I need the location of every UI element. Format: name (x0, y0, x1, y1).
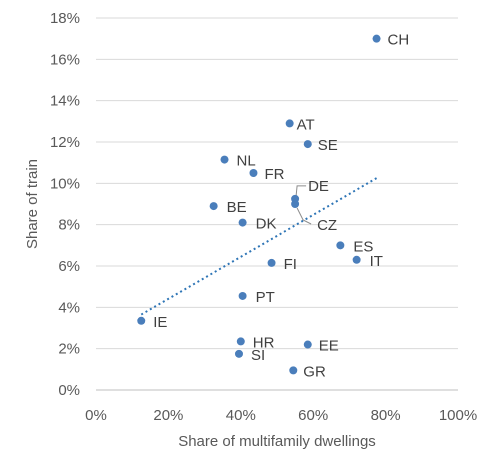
data-label: FI (284, 256, 297, 273)
data-label: CH (388, 32, 410, 49)
leader-line-de (295, 185, 307, 196)
data-point (137, 316, 146, 325)
data-label: DE (308, 178, 329, 195)
data-point (209, 202, 218, 211)
y-tick-label: 10% (50, 175, 80, 192)
x-tick-label: 40% (226, 407, 256, 424)
data-label: SE (318, 137, 338, 154)
y-axis-title: Share of train (24, 159, 41, 249)
x-axis-title: Share of multifamily dwellings (178, 433, 376, 450)
data-point (234, 349, 243, 358)
data-point (285, 119, 294, 128)
data-label: CZ (317, 217, 337, 234)
data-label: AT (297, 116, 315, 133)
data-point (267, 258, 276, 267)
x-tick-label: 100% (439, 407, 477, 424)
y-tick-label: 14% (50, 93, 80, 110)
data-point (352, 255, 361, 264)
data-point (236, 337, 245, 346)
data-label: DK (256, 216, 277, 233)
x-tick-label: 60% (298, 407, 328, 424)
data-point (238, 291, 247, 300)
trendline (140, 177, 378, 316)
data-point (238, 218, 247, 227)
y-tick-label: 2% (58, 341, 80, 358)
data-label: EE (319, 338, 339, 355)
data-label: FR (264, 166, 284, 183)
data-point (289, 366, 298, 375)
x-tick-label: 0% (85, 407, 107, 424)
data-point (220, 155, 229, 164)
leader-line-cz (296, 207, 312, 225)
data-point (336, 241, 345, 250)
data-label: HR (253, 334, 275, 351)
x-tick-label: 80% (371, 407, 401, 424)
data-label: IT (370, 253, 383, 270)
y-tick-label: 0% (58, 382, 80, 399)
y-tick-label: 4% (58, 299, 80, 316)
data-point (303, 340, 312, 349)
y-tick-label: 8% (58, 217, 80, 234)
y-tick-label: 6% (58, 258, 80, 275)
data-label: SI (251, 347, 265, 364)
data-point (249, 169, 258, 177)
data-label: BE (227, 199, 247, 216)
x-tick-label: 20% (153, 407, 183, 424)
y-tick-label: 12% (50, 134, 80, 151)
y-tick-label: 18% (50, 10, 80, 27)
data-label: ES (353, 238, 373, 255)
data-point (303, 140, 312, 149)
data-label: GR (303, 363, 326, 380)
data-point (291, 200, 300, 208)
data-label: NL (237, 153, 256, 170)
data-point (372, 34, 381, 43)
y-tick-label: 16% (50, 51, 80, 68)
data-label: PT (256, 289, 275, 306)
data-label: IE (153, 314, 167, 331)
